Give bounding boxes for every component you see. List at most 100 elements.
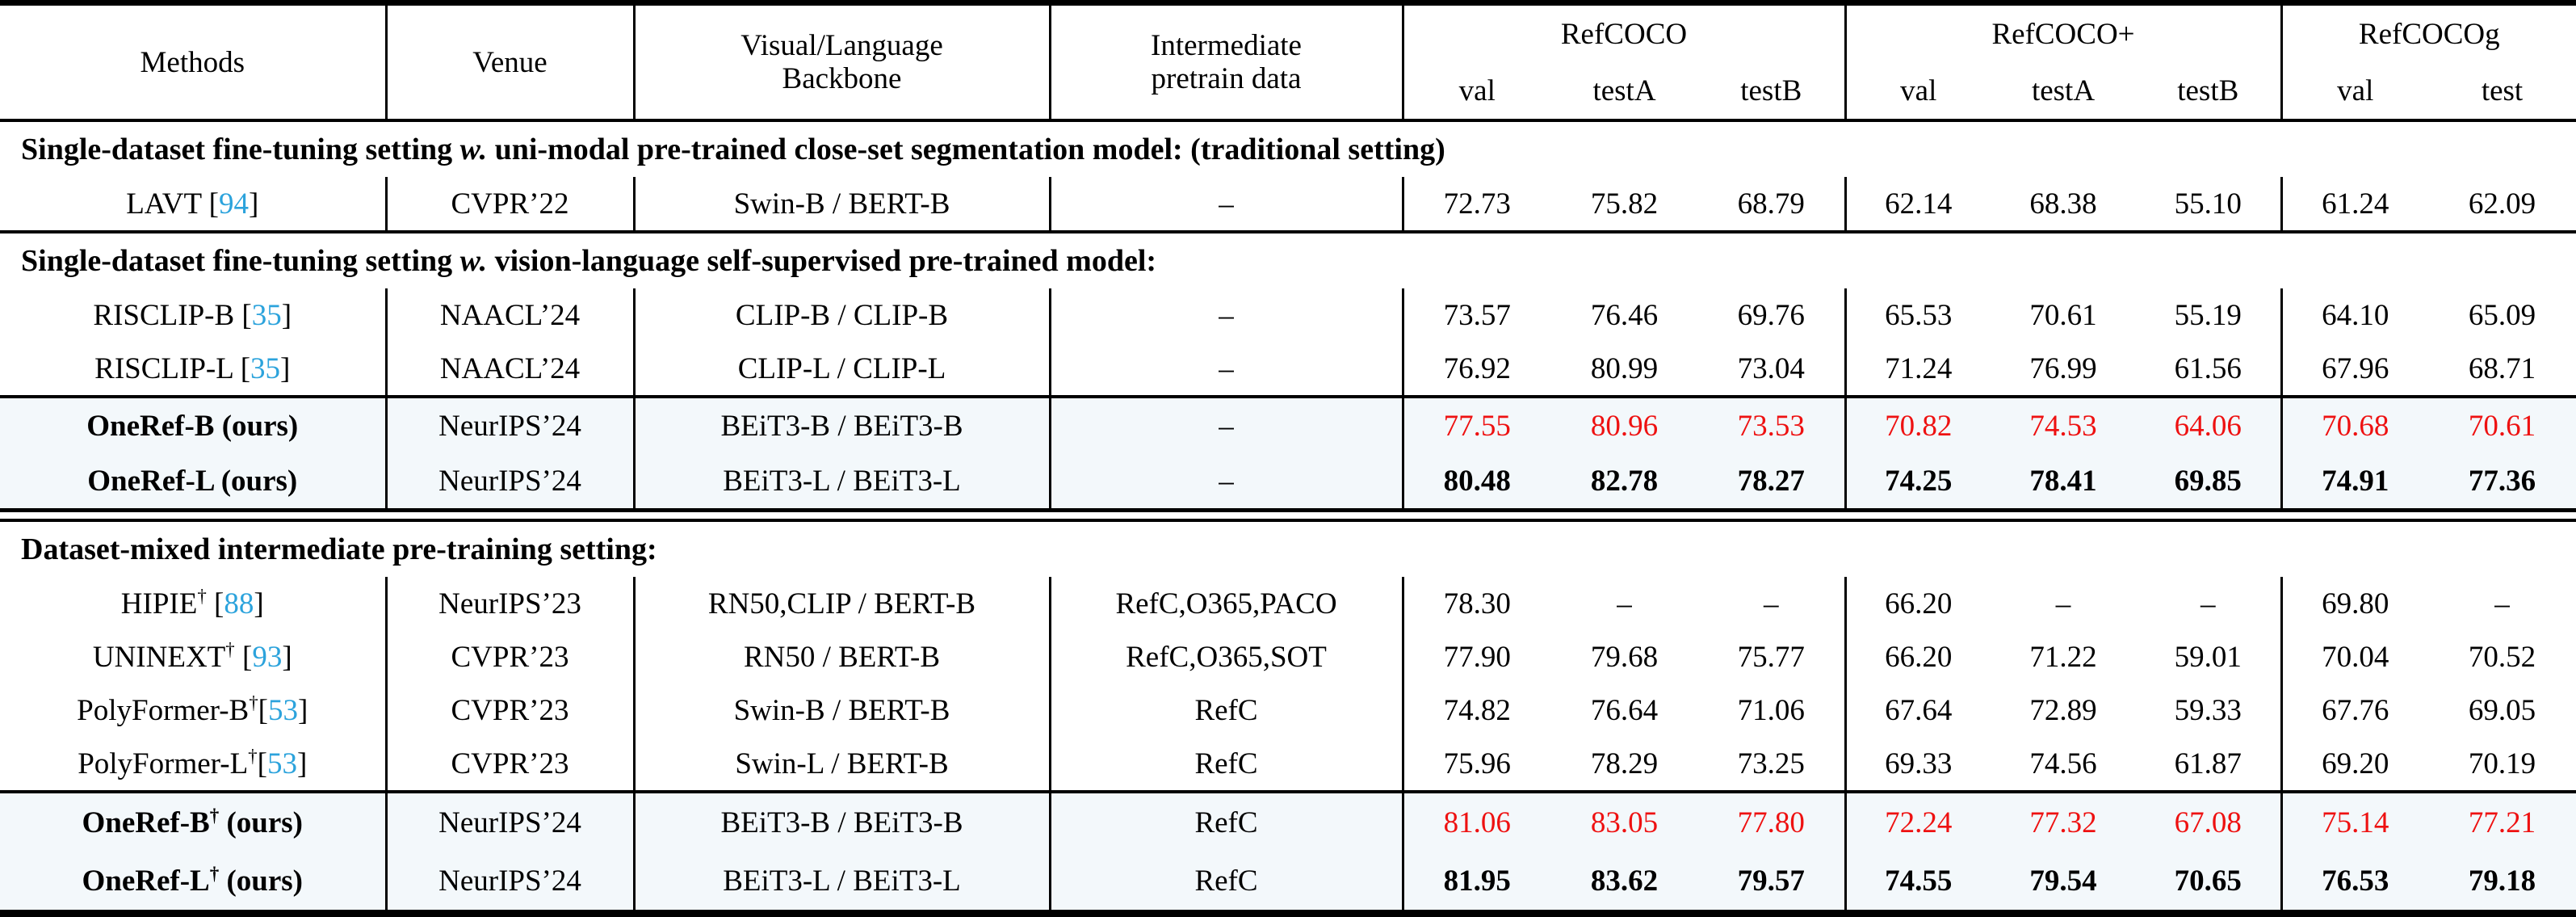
citation-link[interactable]: 35 [250, 351, 281, 385]
value-cell: 72.73 [1443, 187, 1511, 221]
value-cell: 76.46 [1590, 298, 1659, 332]
table-row: OneRef-L† (ours) NeurIPS’24 BEiT3-L / BEiT… [0, 852, 2576, 914]
value-cell: 73.53 [1698, 395, 1847, 453]
venue-cell: NeurIPS’24 [386, 395, 636, 453]
method-name: OneRef-L (ours) [87, 464, 298, 498]
sub-header-refcocog-test: test [2428, 62, 2576, 122]
method-name: ] [298, 693, 308, 727]
value-cell: 67.76 [2322, 693, 2389, 727]
value-cell: 75.14 [2281, 790, 2428, 852]
method-name: ] [280, 351, 291, 385]
value-cell: 77.32 [1991, 790, 2136, 852]
method-name: [ [234, 640, 253, 674]
value-cell: 67.96 [2322, 351, 2389, 385]
value-cell: 71.24 [1885, 351, 1953, 385]
double-rule-separator [0, 508, 2576, 522]
section-title-text: Dataset-mixed intermediate pre-training … [21, 532, 657, 566]
value-cell: 65.09 [2468, 298, 2536, 332]
dagger-superscript: † [249, 692, 258, 713]
method-name: UNINEXT [92, 640, 226, 674]
value-cell: 68.71 [2468, 351, 2536, 385]
value-cell: 76.53 [2281, 852, 2428, 914]
value-cell: 64.06 [2136, 395, 2283, 453]
method-cell: OneRef-B (ours) [0, 395, 388, 453]
section-title-italic: w. [459, 133, 488, 166]
venue-cell: NeurIPS’24 [386, 453, 636, 511]
table-row: PolyFormer-B†[53] CVPR’23 Swin-B / BERT-B R… [0, 684, 2576, 737]
value-cell: 70.19 [2468, 747, 2536, 780]
value-cell: 79.54 [1991, 852, 2136, 914]
value-cell: 69.05 [2468, 693, 2536, 727]
table-row: OneRef-L (ours) NeurIPS’24 BEiT3-L / BEiT3… [0, 453, 2576, 511]
citation-link[interactable]: 93 [252, 640, 283, 674]
backbone-cell: BEiT3-B / BEiT3-B [634, 395, 1051, 453]
backbone-cell: BEiT3-B / BEiT3-B [634, 790, 1051, 852]
dagger-superscript: † [209, 805, 220, 826]
method-name: OneRef-B [82, 806, 210, 839]
method-name: LAVT [126, 187, 209, 221]
citation-link[interactable]: 35 [251, 298, 282, 332]
double-rule-cell [0, 508, 2576, 522]
method-name: [ [206, 587, 224, 620]
pretrain-data-cell: – [1050, 288, 1404, 342]
value-cell: 70.61 [2029, 298, 2097, 332]
section-title-italic: w. [459, 244, 488, 278]
venue-cell: NAACL’24 [386, 288, 636, 342]
value-cell: 73.57 [1443, 298, 1511, 332]
group-header-refcocog: RefCOCOg [2358, 17, 2500, 51]
method-name: [ [208, 187, 219, 221]
value-cell: 67.64 [1885, 693, 1953, 727]
value-cell: 70.04 [2322, 640, 2389, 674]
table-row: OneRef-B (ours) NeurIPS’24 BEiT3-B / BEiT3… [0, 395, 2576, 453]
citation-link[interactable]: 94 [218, 187, 249, 221]
method-name: OneRef-L [82, 864, 210, 898]
value-cell: 76.92 [1443, 351, 1511, 385]
sub-header-refcoco-val: val [1403, 62, 1550, 122]
table-row: HIPIE† [88] NeurIPS’23 RN50,CLIP / BERT-B R… [0, 577, 2576, 630]
sub-header-refcoco-plus-testb: testB [2136, 62, 2283, 122]
header-row-splits: val testA testB val testA testB val test [0, 62, 2576, 122]
method-name: ] [254, 587, 264, 620]
section-header-row: Single-dataset fine-tuning setting w. un… [0, 120, 2576, 177]
value-cell: 66.20 [1885, 640, 1953, 674]
backbone-cell: Swin-B / BERT-B [634, 177, 1051, 232]
method-name: PolyFormer-B [77, 693, 250, 727]
method-cell: OneRef-L (ours) [0, 453, 388, 511]
sub-header-refcocog-val: val [2281, 62, 2428, 122]
table-row: OneRef-B† (ours) NeurIPS’24 BEiT3-B / BEiT… [0, 790, 2576, 852]
value-cell: 75.96 [1443, 747, 1511, 780]
section-title-text: Single-dataset fine-tuning setting [21, 244, 460, 278]
citation-link[interactable]: 53 [268, 693, 298, 727]
value-cell: 64.10 [2322, 298, 2389, 332]
backbone-cell: RN50,CLIP / BERT-B [634, 577, 1051, 630]
value-cell: 69.33 [1885, 747, 1953, 780]
value-cell: 77.90 [1443, 640, 1511, 674]
method-name: HIPIE [120, 587, 198, 620]
citation-link[interactable]: 88 [224, 587, 254, 620]
value-cell: 69.20 [2322, 747, 2389, 780]
value-cell: 61.24 [2322, 187, 2389, 221]
value-cell: 61.87 [2136, 737, 2283, 792]
value-cell: 68.38 [2029, 187, 2097, 221]
value-cell: 80.96 [1550, 395, 1698, 453]
pretrain-data-cell: RefC [1050, 684, 1404, 737]
value-cell: 76.99 [2029, 351, 2097, 385]
col-header-methods: Methods [0, 2, 388, 122]
value-cell: 77.36 [2428, 453, 2576, 511]
table-header: Methods Venue Visual/Language Backbone I… [0, 2, 2576, 122]
backbone-cell: CLIP-L / CLIP-L [634, 342, 1051, 397]
method-name: (ours) [219, 806, 303, 839]
value-cell: 66.20 [1885, 587, 1953, 620]
table-row: PolyFormer-L†[53] CVPR’23 Swin-L / BERT-B R… [0, 737, 2576, 792]
backbone-cell: Swin-B / BERT-B [634, 684, 1051, 737]
value-cell: 72.89 [2029, 693, 2097, 727]
section-title-cell: Single-dataset fine-tuning setting w. un… [0, 120, 2576, 177]
value-cell: 81.95 [1403, 852, 1550, 914]
citation-link[interactable]: 53 [266, 747, 297, 780]
venue-cell: NeurIPS’24 [386, 852, 636, 914]
value-cell: 74.91 [2281, 453, 2428, 511]
value-cell: 70.52 [2468, 640, 2536, 674]
method-name: [ [241, 298, 252, 332]
section-header-row: Dataset-mixed intermediate pre-training … [0, 520, 2576, 577]
